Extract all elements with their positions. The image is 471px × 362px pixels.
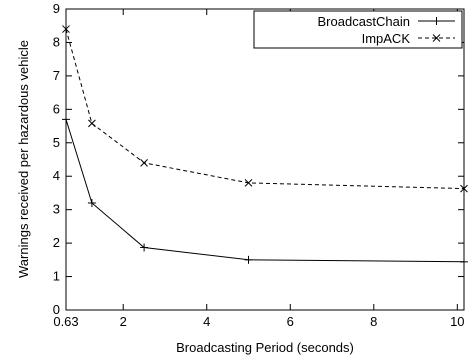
data-point-impack — [460, 184, 468, 193]
y-tick-label: 6 — [53, 101, 60, 116]
legend-marks — [418, 17, 455, 42]
cross-marker-b — [432, 34, 441, 42]
cross-marker-b — [460, 184, 468, 193]
data-point-broadcastchain — [244, 255, 253, 264]
cross-marker-b — [88, 119, 96, 128]
data-point-broadcastchain — [62, 115, 70, 124]
y-axis-title: Warnings received per hazardous vehicle — [16, 40, 31, 278]
x-axis-title: Broadcasting Period (seconds) — [176, 340, 354, 355]
legend-label-impack: ImpACK — [362, 31, 411, 46]
x-tick-label: 8 — [370, 314, 377, 329]
series-line-impack — [65, 28, 465, 190]
data-point-impack — [140, 158, 148, 167]
y-tick-label: 7 — [53, 68, 60, 83]
data-point-impack — [244, 179, 253, 187]
x-tick-label: 6 — [287, 314, 294, 329]
x-tick-label: 10 — [450, 314, 464, 329]
data-point-impack — [62, 25, 70, 33]
y-tick-label: 2 — [53, 235, 60, 250]
series-line-broadcastchain — [65, 119, 465, 263]
x-tick-label: 0.63 — [53, 314, 78, 329]
axis-ticks: 0 1 2 3 4 5 6 7 8 9 0.63 2 4 6 8 10 — [53, 1, 465, 329]
series-group — [62, 25, 468, 266]
legend-box — [253, 10, 463, 49]
legend-label-broadcastchain: BroadcastChain — [318, 14, 411, 29]
cross-marker-b — [244, 179, 253, 187]
y-tick-label: 0 — [53, 302, 60, 317]
cross-marker-b — [62, 25, 70, 33]
data-point-broadcastchain — [460, 257, 468, 266]
x-tick-label: 4 — [203, 314, 210, 329]
legend: BroadcastChain ImpACK — [253, 10, 463, 49]
y-tick-label: 5 — [53, 135, 60, 150]
legend-marker-impack — [432, 34, 441, 42]
y-tick-label: 3 — [53, 202, 60, 217]
y-tick-label: 9 — [53, 1, 60, 16]
y-tick-label: 1 — [53, 269, 60, 284]
legend-marker-broadcastchain — [432, 17, 441, 25]
data-point-impack — [88, 119, 96, 128]
cross-marker-b — [140, 158, 148, 167]
plot-frame — [65, 8, 465, 311]
x-tick-label: 2 — [120, 314, 127, 329]
y-tick-label: 8 — [53, 34, 60, 49]
y-tick-label: 4 — [53, 168, 60, 183]
data-point-broadcastchain — [87, 198, 96, 207]
data-point-broadcastchain — [140, 243, 149, 252]
